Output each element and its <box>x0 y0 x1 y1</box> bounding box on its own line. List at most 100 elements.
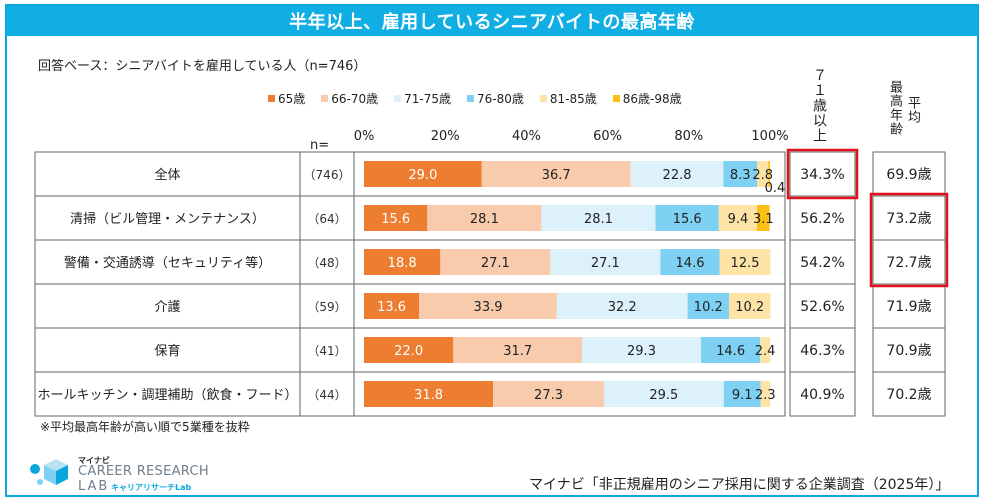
legend-swatch <box>268 95 275 102</box>
category-label: ホールキッチン・調理補助（飲食・フード） <box>37 387 297 403</box>
bar-value-label: 32.2 <box>608 300 637 315</box>
bar-value-label: 18.8 <box>388 256 417 271</box>
bar-segment <box>757 161 769 187</box>
legend-swatch <box>467 95 475 102</box>
avg-max-age-value: 73.2歳 <box>886 211 931 227</box>
over71-value: 52.6% <box>800 299 844 315</box>
bar-segment <box>453 337 583 363</box>
bar-segment <box>541 205 656 231</box>
over71-cell <box>789 239 856 285</box>
bar-segment <box>419 293 557 319</box>
bar-value-label: 9.1 <box>732 388 753 403</box>
bar-segment <box>364 205 428 231</box>
bar-value-label: 27.1 <box>591 256 620 271</box>
bar-value-label: 31.7 <box>503 344 532 359</box>
bar-segment <box>440 249 551 275</box>
n-value: （64） <box>307 212 346 226</box>
bar-value-label: 29.5 <box>649 388 678 403</box>
bar-segment <box>364 249 441 275</box>
over71-value: 56.2% <box>800 211 844 227</box>
logo-cube-icon <box>30 459 68 485</box>
legend-label: 76-80歳 <box>477 92 524 106</box>
n-value: （48） <box>307 256 346 270</box>
avg-max-age-cell <box>872 371 946 417</box>
category-label: 保育 <box>154 343 180 359</box>
base-note: 回答ベース：シニアバイトを雇用している人（n=746） <box>38 59 367 74</box>
legend-item: 81-85歳 <box>539 90 597 107</box>
bar-value-label: 14.6 <box>676 256 705 271</box>
x-tick-label: 40% <box>512 129 541 144</box>
x-tick-label: 60% <box>593 129 622 144</box>
category-label: 全体 <box>154 167 180 183</box>
legend-item: 86歳-98歳 <box>612 90 682 107</box>
x-tick-label: 0% <box>354 129 375 144</box>
category-label: 介護 <box>154 299 180 315</box>
bar-value-label: 27.3 <box>534 388 563 403</box>
bar-value-label: 29.0 <box>408 168 437 183</box>
bar-segment <box>655 205 719 231</box>
bar-value-label: 13.6 <box>377 300 406 315</box>
bar-segment <box>550 249 661 275</box>
bar-value-label: 2.4 <box>755 344 776 359</box>
bar-segment <box>760 381 770 407</box>
n-value: （44） <box>307 388 346 402</box>
n-value: （746） <box>304 168 351 182</box>
avg-max-age-cell <box>872 239 946 285</box>
n-value: （41） <box>307 344 346 358</box>
bar-segment <box>364 381 494 407</box>
bar-value-label: 14.6 <box>716 344 745 359</box>
legend-item: 65歳 <box>268 90 305 107</box>
bar-segment <box>556 293 688 319</box>
avg-max-age-value: 69.9歳 <box>886 167 931 183</box>
bar-segment <box>660 249 720 275</box>
legend-swatch <box>394 95 402 102</box>
legend-item: 71-75歳 <box>394 90 451 107</box>
category-label: 清掃（ビル管理・メンテナンス） <box>70 211 265 227</box>
bar-value-label: 0.4 <box>765 181 786 196</box>
bar-value-label: 15.6 <box>673 212 702 227</box>
bar-segment <box>364 337 454 363</box>
bar-segment <box>760 337 770 363</box>
bar-value-label: 22.8 <box>663 168 692 183</box>
bar-segment <box>768 161 770 187</box>
bar-segment <box>582 337 701 363</box>
over71-value: 40.9% <box>800 387 844 403</box>
over71-cell <box>789 195 856 241</box>
n-value: （59） <box>307 300 346 314</box>
avg-max-age-cell <box>872 283 946 329</box>
logo-main-text: CAREER RESEARCH <box>78 464 209 479</box>
over71-value: 46.3% <box>800 343 844 359</box>
category-label: 警備・交通誘導（セキュリティ等） <box>64 255 271 271</box>
source-note: マイナビ「非正規雇用のシニア採用に関する企業調査（2025年）」 <box>529 477 950 493</box>
bar-segment <box>718 205 758 231</box>
bar-segment <box>481 161 631 187</box>
chart-title: 半年以上、雇用しているシニアバイトの最高年齢 <box>7 6 977 36</box>
logo-lab-text: LAB <box>78 479 110 494</box>
x-tick-label: 80% <box>674 129 703 144</box>
bar-segment <box>364 161 482 187</box>
bar-segment <box>364 293 420 319</box>
bar-segment <box>723 161 758 187</box>
over71-column-header: ７１歳以上 <box>811 68 827 143</box>
legend: 65歳 66-70歳 71-75歳 76-80歳 81-85歳 86歳-98歳 <box>268 90 682 107</box>
logo-ja-text: キャリアリサーチLab <box>111 483 192 492</box>
avg-max-age-header-1: 最高年齢 <box>887 80 902 136</box>
x-tick-label: 100% <box>751 129 788 144</box>
avg-max-age-value: 70.2歳 <box>886 387 931 403</box>
legend-swatch <box>321 95 329 102</box>
bar-value-label: 10.2 <box>735 300 764 315</box>
legend-label: 86歳-98歳 <box>622 92 682 106</box>
avg-max-age-cell <box>872 327 946 373</box>
bar-segment <box>719 249 771 275</box>
legend-item: 66-70歳 <box>321 90 378 107</box>
x-tick-label: 20% <box>431 129 460 144</box>
bar-segment <box>427 205 542 231</box>
over71-cell <box>789 327 856 373</box>
over71-value: 54.2% <box>800 255 844 271</box>
bar-segment <box>603 381 724 407</box>
bar-segment <box>493 381 604 407</box>
bar-value-label: 2.3 <box>755 388 776 403</box>
bar-value-label: 31.8 <box>414 388 443 403</box>
bar-value-label: 3.1 <box>753 212 774 227</box>
bar-segment <box>723 381 761 407</box>
